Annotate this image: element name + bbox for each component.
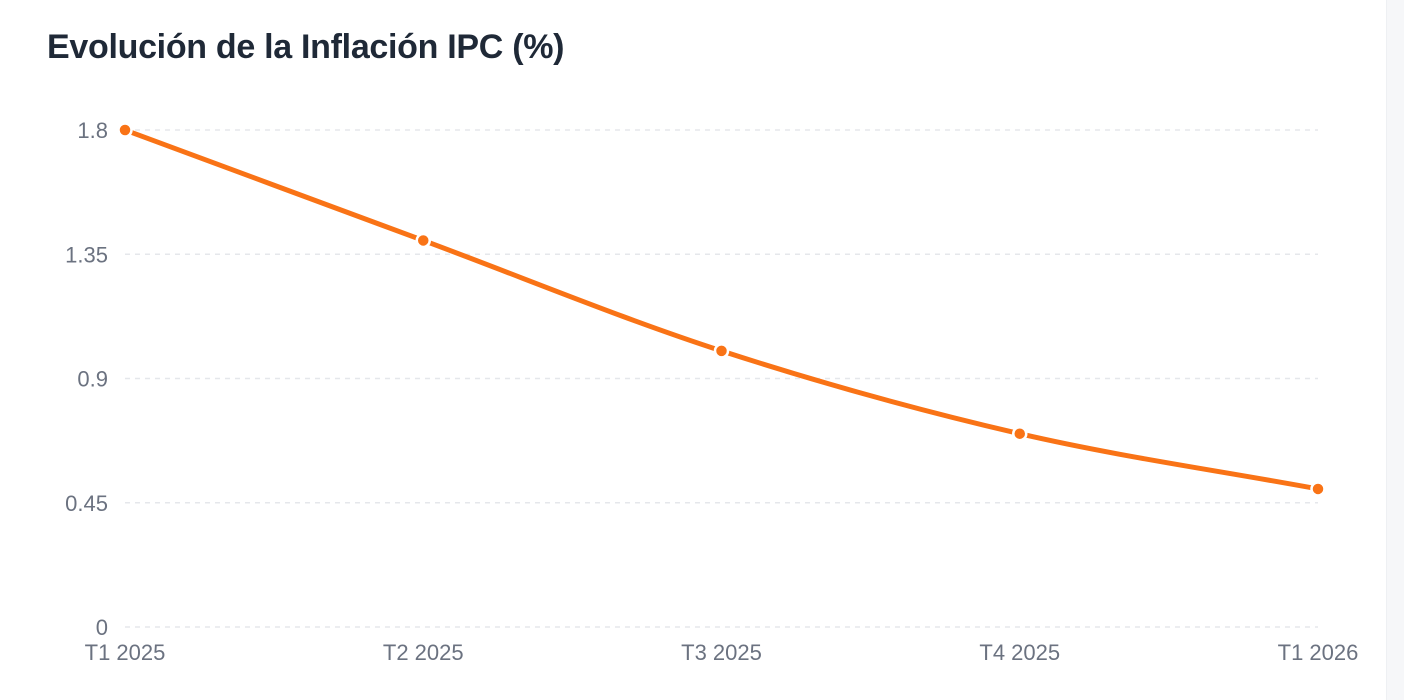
series-points — [117, 122, 1326, 497]
y-tick-label: 0.9 — [77, 367, 108, 392]
x-tick-label: T3 2025 — [681, 640, 762, 665]
chart-title: Evolución de la Inflación IPC (%) — [47, 28, 565, 66]
y-axis-ticks: 0 0.45 0.9 1.35 1.8 — [65, 118, 108, 640]
x-tick-label: T1 2025 — [85, 640, 166, 665]
data-point[interactable] — [1012, 425, 1028, 442]
data-point[interactable] — [1310, 481, 1326, 497]
x-tick-label: T1 2026 — [1278, 640, 1359, 665]
data-point[interactable] — [117, 122, 133, 138]
y-tick-label: 1.35 — [65, 242, 108, 267]
y-tick-label: 1.8 — [77, 118, 108, 143]
y-tick-label: 0.45 — [65, 491, 108, 516]
series-lines — [122, 127, 1321, 492]
x-tick-label: T2 2025 — [383, 640, 464, 665]
x-tick-label: T4 2025 — [979, 640, 1060, 665]
data-point[interactable] — [713, 343, 730, 359]
series-line — [122, 127, 1321, 492]
side-panel-edge — [1386, 0, 1404, 700]
grid-lines — [125, 129, 1318, 628]
x-axis-ticks: T1 2025 T2 2025 T3 2025 T4 2025 T1 2026 — [85, 640, 1359, 665]
data-point[interactable] — [415, 232, 431, 249]
y-tick-label: 0 — [96, 615, 108, 640]
